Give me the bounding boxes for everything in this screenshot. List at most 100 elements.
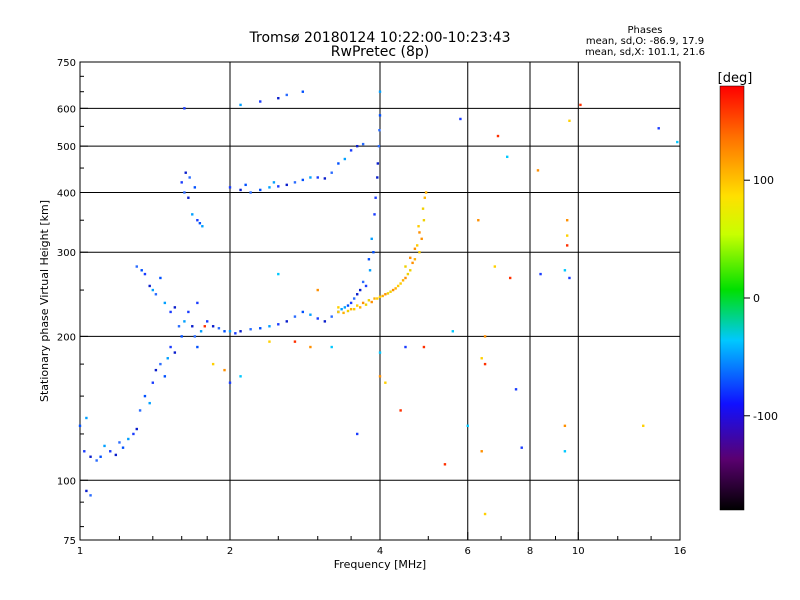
data-point-o	[355, 293, 359, 296]
data-point-scattered	[203, 325, 206, 328]
data-point-scattered	[565, 219, 569, 222]
data-point-x	[404, 265, 407, 268]
data-point-o	[169, 310, 172, 314]
data-point-o	[85, 489, 88, 493]
data-point-scattered	[568, 276, 571, 280]
data-point-o	[309, 313, 312, 316]
data-point-o	[198, 222, 202, 225]
data-point-x	[337, 310, 340, 314]
data-point-o	[169, 345, 172, 349]
data-point-o	[277, 185, 280, 188]
plot-area: 1 2 4 6 8 10 16 75 100 200 300 400 500 600 750	[57, 58, 686, 557]
data-point-x	[409, 269, 412, 272]
data-point-o	[349, 301, 353, 305]
data-point-o	[143, 272, 147, 276]
data-point-o	[83, 450, 86, 453]
data-point-o	[196, 345, 199, 349]
data-point-o	[159, 362, 162, 366]
y-tick-label: 300	[57, 248, 76, 259]
data-point-o	[285, 320, 288, 323]
x-tick-label: 10	[572, 546, 585, 557]
data-point-x	[418, 231, 421, 234]
data-point-scattered	[676, 140, 679, 144]
data-point-scattered	[337, 306, 340, 309]
data-point-scattered	[480, 357, 483, 360]
data-point-x	[406, 272, 410, 276]
data-point-o	[166, 357, 169, 360]
data-point-o	[377, 144, 381, 148]
data-point-o	[191, 325, 194, 328]
data-point-x	[391, 288, 395, 292]
data-point-o	[378, 114, 382, 117]
data-point-x	[411, 261, 414, 265]
chart-title-line1: Tromsø 20180124 10:22:00-10:23:43	[249, 30, 511, 46]
data-point-o	[103, 444, 106, 448]
colorbar-label: [deg]	[718, 71, 753, 86]
data-point-o	[159, 276, 162, 280]
data-point-x	[346, 309, 350, 313]
data-point-x	[367, 299, 371, 302]
data-point-o	[89, 455, 92, 458]
data-point-o	[376, 162, 380, 165]
y-tick-label: 500	[57, 142, 76, 153]
data-point-o	[180, 181, 183, 184]
data-point-x	[401, 279, 405, 282]
data-point-scattered	[565, 234, 569, 237]
data-point-o	[337, 162, 340, 165]
data-point-x	[423, 196, 426, 199]
data-point-o	[223, 330, 226, 333]
colorbar-tick-label: 100	[753, 174, 774, 187]
data-point-scattered	[228, 381, 232, 384]
colorbar-gradient	[719, 85, 745, 511]
data-point-o	[309, 176, 312, 179]
data-point-o	[285, 183, 288, 187]
data-point-x	[364, 303, 368, 306]
data-point-o	[249, 328, 252, 331]
data-point-o	[173, 351, 177, 354]
data-point-o	[330, 171, 333, 174]
x-tick-label: 6	[465, 546, 471, 557]
data-point-o	[343, 157, 347, 161]
data-points	[78, 90, 679, 516]
data-point-o	[249, 191, 252, 194]
data-point-o	[355, 144, 359, 148]
data-point-o	[378, 128, 381, 132]
data-point-o	[154, 368, 158, 372]
colorbar-tick-label: 0	[753, 292, 760, 305]
data-point-scattered	[223, 368, 226, 372]
data-point-x	[384, 293, 387, 296]
data-point-x	[376, 297, 379, 300]
x-tick-label: 16	[674, 546, 687, 557]
data-point-scattered	[466, 424, 469, 428]
data-point-o	[127, 437, 130, 441]
legend-line2: mean, sd,X: 101.1, 21.6	[585, 47, 705, 58]
data-point-o	[323, 177, 327, 180]
data-point-scattered	[399, 409, 402, 412]
data-point-x	[415, 244, 419, 247]
data-point-o	[187, 310, 190, 314]
data-point-o	[367, 258, 371, 261]
data-point-o	[154, 293, 158, 296]
data-point-o	[109, 450, 112, 453]
y-tick-label: 100	[57, 476, 76, 487]
data-point-scattered	[563, 269, 567, 272]
data-point-scattered	[480, 450, 483, 453]
data-point-o	[201, 225, 204, 228]
data-point-o	[361, 142, 365, 146]
data-point-o	[99, 455, 102, 458]
data-point-o	[135, 265, 138, 268]
data-point-o	[183, 191, 186, 194]
data-point-o	[187, 196, 190, 199]
data-point-x	[381, 294, 384, 298]
data-point-o	[244, 183, 247, 187]
x-tick-label: 2	[227, 546, 233, 557]
y-tick-label: 750	[57, 58, 76, 69]
data-point-o	[183, 320, 186, 323]
data-point-scattered	[268, 340, 271, 343]
y-tick-label: 600	[57, 104, 76, 115]
data-point-o	[259, 327, 262, 330]
data-point-x	[420, 237, 423, 241]
data-point-o	[268, 325, 271, 328]
data-point-scattered	[309, 345, 312, 349]
legend-title: Phases	[627, 25, 662, 36]
